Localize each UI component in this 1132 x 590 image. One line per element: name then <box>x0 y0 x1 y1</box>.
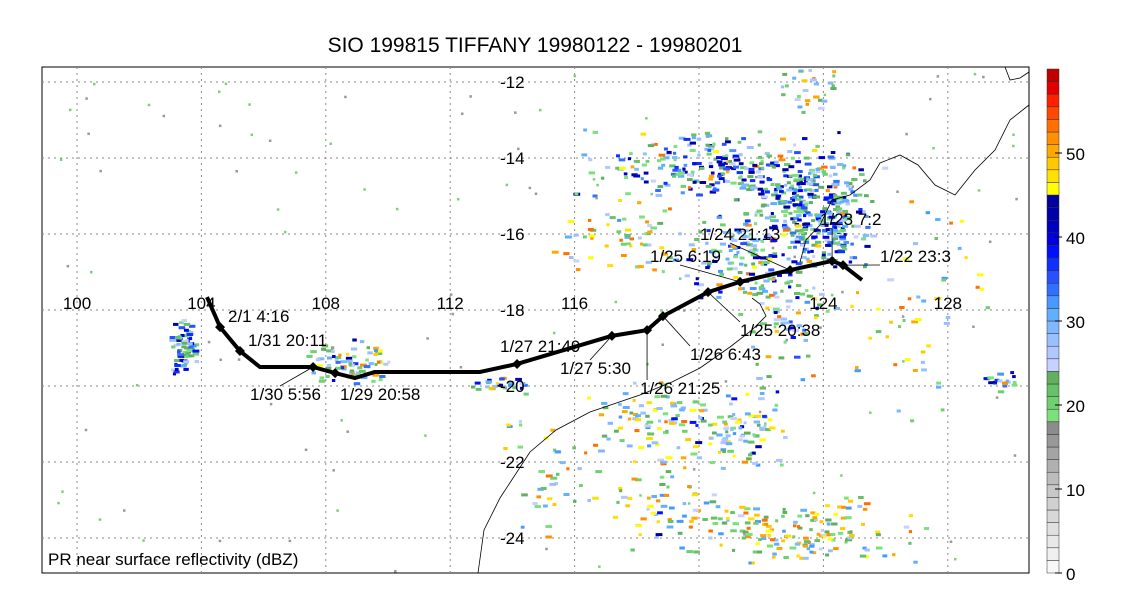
lon-tick-label: 124 <box>809 294 837 313</box>
track-point-marker <box>703 287 714 298</box>
label-leader-line <box>707 291 741 323</box>
colorbar-tick-label: 50 <box>1066 145 1085 164</box>
colorbar-bin <box>1046 295 1060 309</box>
colorbar: 0 10 20 30 40 50 <box>1046 68 1085 584</box>
colorbar-bin <box>1046 119 1060 133</box>
colorbar-tick-label: 40 <box>1066 229 1085 248</box>
track-point-label: 1/25 20:38 <box>740 321 820 340</box>
chart-title: SIO 199815 TIFFANY 19980122 - 19980201 <box>327 34 743 57</box>
colorbar-bin <box>1046 93 1060 108</box>
track-point-marker <box>234 346 245 357</box>
coastline <box>477 66 1030 574</box>
lat-tick-label: -12 <box>500 73 525 92</box>
track-point-marker <box>330 368 341 379</box>
track-point-marker <box>827 255 838 266</box>
colorbar-bin <box>1046 383 1060 397</box>
field-label: PR near surface reflectivity (dBZ) <box>48 550 298 569</box>
lat-tick-label: -22 <box>500 453 525 472</box>
colorbar-bin <box>1046 396 1060 410</box>
colorbar-bin <box>1046 522 1060 536</box>
track-point-marker <box>735 276 746 287</box>
colorbar-bin <box>1046 169 1060 183</box>
colorbar-bin <box>1046 182 1060 196</box>
lon-tick-label: 112 <box>437 294 464 313</box>
track-point-marker <box>657 311 668 322</box>
label-leader-line <box>589 335 613 361</box>
track-point-marker <box>785 265 796 276</box>
colorbar-bin <box>1046 68 1060 82</box>
graticule <box>42 67 1029 573</box>
track-point-marker <box>606 330 617 341</box>
label-leader-line <box>729 242 791 271</box>
colorbar-bin <box>1046 219 1060 234</box>
lat-tick-label: -20 <box>500 377 525 396</box>
colorbar-bin <box>1046 534 1060 549</box>
colorbar-bin <box>1046 245 1060 259</box>
track-point-marker <box>512 358 523 369</box>
track-point-label: 1/26 6:43 <box>690 345 761 364</box>
colorbar-bin <box>1046 144 1060 158</box>
track-point-marker <box>837 260 848 271</box>
colorbar-bin <box>1046 194 1060 208</box>
track-point-label: 1/27 21:49 <box>500 337 580 356</box>
lat-tick-label: -18 <box>500 301 525 320</box>
colorbar-tick-label: 0 <box>1066 565 1075 584</box>
colorbar-bin <box>1046 207 1060 221</box>
track-point-marker <box>642 325 653 336</box>
colorbar-bin <box>1046 257 1060 271</box>
colorbar-bin <box>1046 232 1060 246</box>
colorbar-bin <box>1046 131 1060 145</box>
lon-tick-label: 128 <box>934 294 962 313</box>
colorbar-bin <box>1046 471 1060 486</box>
colorbar-bin <box>1046 270 1060 284</box>
lon-tick-label: 116 <box>561 294 588 313</box>
colorbar-bin <box>1046 408 1060 423</box>
track-point-label: 1/30 5:56 <box>250 385 321 404</box>
track-point-label: 1/29 20:58 <box>340 385 420 404</box>
lon-tick-label: 100 <box>63 294 91 313</box>
lon-tick-label: 108 <box>312 294 340 313</box>
colorbar-bin <box>1046 446 1060 460</box>
label-leader-line <box>679 264 741 283</box>
track-point-marker <box>308 362 319 372</box>
lat-tick-label: -14 <box>500 149 525 168</box>
colorbar-bin <box>1046 459 1060 473</box>
colorbar-bin <box>1046 282 1060 297</box>
colorbar-bin <box>1046 421 1060 435</box>
colorbar-bin <box>1046 320 1060 334</box>
colorbar-bin <box>1046 333 1060 347</box>
colorbar-bin <box>1046 509 1060 523</box>
colorbar-bin <box>1046 547 1060 561</box>
track-point-label: 1/27 5:30 <box>560 359 631 378</box>
track-point-label: 1/24 21:13 <box>700 225 780 244</box>
label-leader-line <box>279 366 314 387</box>
colorbar-bin <box>1046 560 1060 574</box>
track-point-label: 1/26 21:25 <box>640 379 720 398</box>
colorbar-bin <box>1046 484 1060 498</box>
colorbar-bin <box>1046 156 1060 171</box>
colorbar-bin <box>1046 434 1060 448</box>
lat-tick-label: -24 <box>500 529 525 548</box>
colorbar-tick-label: 20 <box>1066 397 1085 416</box>
colorbar-tick-label: 30 <box>1066 313 1085 332</box>
track-point-label: 1/31 20:11 <box>248 331 327 350</box>
colorbar-bin <box>1046 358 1060 372</box>
track-point-label: 1/25 6:19 <box>650 247 721 266</box>
colorbar-bin <box>1046 345 1060 360</box>
colorbar-bin <box>1046 308 1060 322</box>
lat-tick-label: -16 <box>500 225 525 244</box>
storm-track: 2/1 4:16 1/31 20:11 1/30 5:56 1/29 20:58 1/2… <box>205 210 951 404</box>
colorbar-bin <box>1046 497 1060 511</box>
track-point-label: 1/22 23:3 <box>880 247 951 266</box>
colorbar-bin <box>1046 106 1060 120</box>
map-frame <box>41 66 1030 574</box>
track-point-marker <box>215 322 226 333</box>
track-point-label: 1/23 7:2 <box>820 210 881 229</box>
colorbar-bin <box>1046 81 1060 95</box>
label-leader-line <box>662 315 691 347</box>
track-point-label: 2/1 4:16 <box>228 307 289 326</box>
colorbar-tick-label: 10 <box>1066 481 1085 500</box>
colorbar-bin <box>1046 371 1060 385</box>
